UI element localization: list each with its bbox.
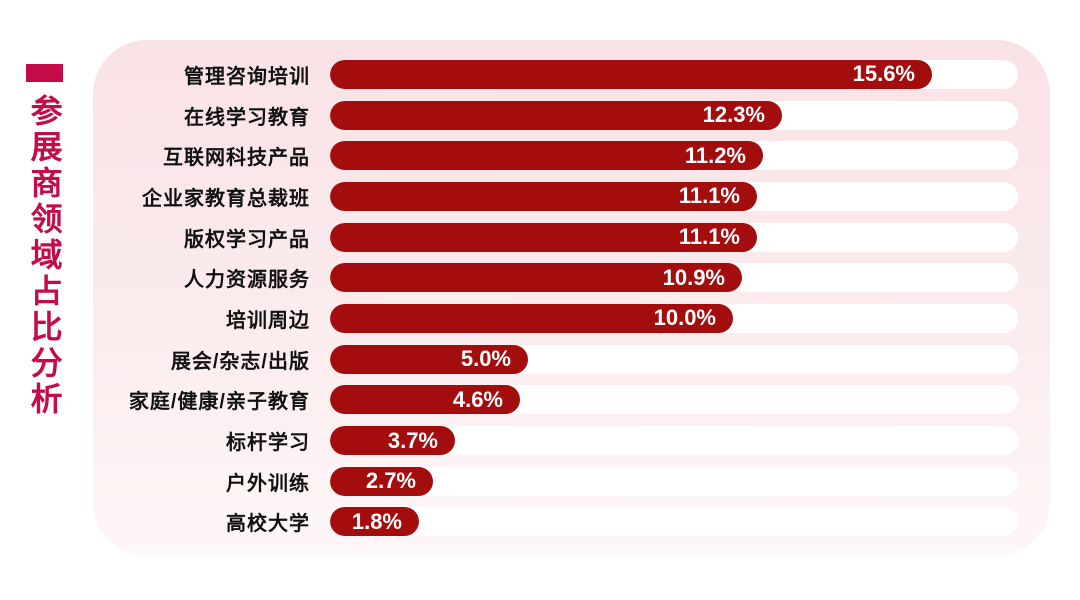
- bar-row: 家庭/健康/亲子教育 4.6%: [93, 380, 1050, 421]
- category-label: 版权学习产品: [184, 228, 310, 251]
- category-label: 家庭/健康/亲子教育: [128, 391, 310, 414]
- bar-track: 12.3%: [330, 100, 1018, 130]
- bar-track: 11.2%: [330, 141, 1018, 171]
- bar-value-label: 11.1%: [678, 183, 740, 209]
- bar-fill: 11.1%: [330, 222, 757, 252]
- bar-track: 2.7%: [330, 466, 1018, 496]
- bar-fill: 11.1%: [330, 181, 757, 211]
- bar-value-label: 12.3%: [702, 102, 765, 128]
- bar-row: 人力资源服务 10.9%: [93, 257, 1050, 298]
- bar-row: 高校大学 1.8%: [93, 502, 1050, 543]
- bar-value-label: 1.8%: [351, 508, 402, 534]
- bar-value-label: 11.2%: [684, 142, 746, 168]
- bar-fill: 3.7%: [330, 426, 455, 456]
- bar-row: 户外训练 2.7%: [93, 461, 1050, 502]
- bar-row: 标杆学习 3.7%: [93, 420, 1050, 461]
- bar-value-label: 11.1%: [678, 224, 740, 250]
- category-label: 高校大学: [226, 513, 310, 536]
- chart-panel: 管理咨询培训 15.6% 在线学习教育 12.3% 互联网科技产品 11.2% …: [93, 40, 1050, 556]
- bar-fill: 5.0%: [330, 344, 528, 374]
- bar-fill: 12.3%: [330, 100, 782, 130]
- chart-title: 参展商领域占比分析: [26, 94, 63, 418]
- bar-track: 10.0%: [330, 303, 1018, 333]
- bar-value-label: 10.0%: [653, 305, 716, 331]
- category-label: 标杆学习: [226, 432, 310, 455]
- bar-fill: 11.2%: [330, 141, 763, 171]
- bar-value-label: 5.0%: [460, 346, 511, 372]
- category-label: 培训周边: [226, 309, 310, 332]
- bar-rows: 管理咨询培训 15.6% 在线学习教育 12.3% 互联网科技产品 11.2% …: [93, 54, 1050, 542]
- category-label: 互联网科技产品: [163, 147, 310, 170]
- bar-track: 15.6%: [330, 59, 1018, 89]
- category-label: 企业家教育总裁班: [142, 187, 310, 210]
- bar-value-label: 10.9%: [662, 264, 725, 290]
- category-label: 管理咨询培训: [184, 65, 310, 88]
- bar-row: 管理咨询培训 15.6%: [93, 54, 1050, 95]
- bar-track: 5.0%: [330, 344, 1018, 374]
- bar-row: 在线学习教育 12.3%: [93, 95, 1050, 136]
- bar-value-label: 3.7%: [387, 427, 438, 453]
- bar-fill: 4.6%: [330, 385, 520, 415]
- category-label: 户外训练: [226, 472, 310, 495]
- bar-fill: 10.0%: [330, 303, 733, 333]
- category-label: 展会/杂志/出版: [170, 350, 310, 373]
- bar-row: 展会/杂志/出版 5.0%: [93, 339, 1050, 380]
- bar-value-label: 4.6%: [452, 386, 503, 412]
- bar-fill: 2.7%: [330, 466, 433, 496]
- bar-fill: 10.9%: [330, 263, 742, 293]
- bar-row: 培训周边 10.0%: [93, 298, 1050, 339]
- bar-track: 1.8%: [330, 507, 1018, 537]
- bar-track: 3.7%: [330, 426, 1018, 456]
- bar-track: 11.1%: [330, 222, 1018, 252]
- bar-fill: 1.8%: [330, 507, 419, 537]
- bar-row: 互联网科技产品 11.2%: [93, 135, 1050, 176]
- bar-row: 版权学习产品 11.1%: [93, 217, 1050, 258]
- bar-fill: 15.6%: [330, 59, 932, 89]
- bar-value-label: 2.7%: [365, 468, 416, 494]
- chart-title-block: 参展商领域占比分析: [26, 64, 70, 418]
- title-dash-icon: [26, 64, 63, 82]
- category-label: 人力资源服务: [184, 269, 310, 292]
- bar-track: 4.6%: [330, 385, 1018, 415]
- bar-track: 10.9%: [330, 263, 1018, 293]
- bar-row: 企业家教育总裁班 11.1%: [93, 176, 1050, 217]
- bar-track: 11.1%: [330, 181, 1018, 211]
- bar-value-label: 15.6%: [852, 61, 915, 87]
- category-label: 在线学习教育: [184, 106, 310, 129]
